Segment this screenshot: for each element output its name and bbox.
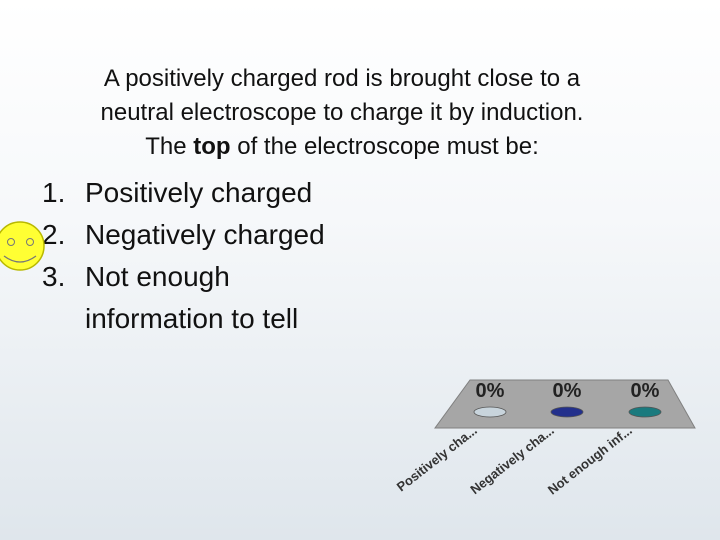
option-text: Negatively charged [85, 219, 325, 250]
option: 2. Negatively charged [42, 214, 331, 256]
smiley [0, 221, 45, 271]
text: The [145, 133, 194, 160]
bar [473, 406, 507, 418]
bar-part [628, 406, 662, 418]
text: of the electroscope must be: [230, 133, 539, 160]
bar-part [550, 406, 584, 418]
option: 1. Positively charged [42, 172, 331, 214]
category-label: Not enough inf... [545, 423, 635, 498]
option-text: Not enough information to tell [85, 261, 299, 334]
value-label: 0% [631, 380, 660, 402]
bar [628, 406, 662, 418]
option-number: 3. [42, 261, 66, 292]
category-label: Positively cha... [394, 423, 480, 495]
category-label: Negatively cha... [467, 423, 557, 498]
value-label: 0% [553, 380, 582, 402]
question: A positively charged rod is brought clos… [0, 62, 684, 164]
question-line: neutral electroscope to charge it by ind… [100, 99, 584, 126]
question-line: The top of the electroscope must be: [0, 130, 684, 164]
option-text: Positively charged [85, 177, 313, 208]
options: 1. Positively charged 2. Negatively charged… [42, 172, 331, 340]
bar [550, 406, 584, 418]
question-line: A positively charged rod is brought clos… [103, 65, 581, 92]
option-number: 1. [42, 177, 66, 208]
bold-text: top [193, 133, 231, 160]
option-number: 2. [42, 219, 66, 250]
option: 3. Not enough information to tell [42, 256, 331, 340]
value-label: 0% [476, 380, 505, 402]
bar-part [473, 406, 507, 418]
